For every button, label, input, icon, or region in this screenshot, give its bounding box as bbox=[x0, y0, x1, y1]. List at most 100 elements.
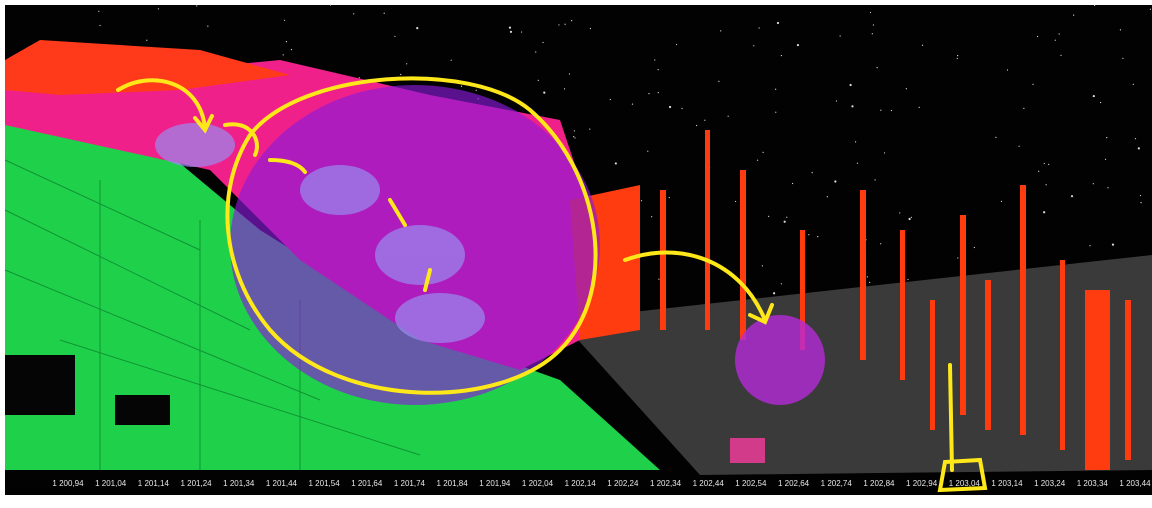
star bbox=[416, 27, 419, 30]
star bbox=[775, 88, 777, 90]
star bbox=[647, 150, 649, 152]
star bbox=[780, 54, 783, 57]
star bbox=[869, 11, 872, 14]
star bbox=[563, 88, 566, 90]
axis-label: 1 201,24 bbox=[180, 479, 212, 488]
star bbox=[874, 179, 876, 181]
axis-label: 1 201,94 bbox=[479, 479, 511, 488]
cloud bbox=[375, 225, 465, 285]
star bbox=[1043, 211, 1046, 214]
star bbox=[589, 128, 591, 130]
red-bar bbox=[1020, 185, 1026, 435]
axis-label: 1 202,24 bbox=[607, 479, 639, 488]
axis-label: 1 201,44 bbox=[266, 479, 298, 488]
star bbox=[905, 88, 907, 90]
arrow bbox=[116, 78, 207, 130]
red-bar bbox=[705, 130, 710, 330]
arrow bbox=[423, 268, 432, 292]
axis-label: 1 202,14 bbox=[565, 479, 597, 488]
star bbox=[756, 159, 759, 161]
axis-label: 1 203,04 bbox=[949, 479, 981, 488]
axis-label: 1 201,84 bbox=[437, 479, 469, 488]
star bbox=[872, 24, 875, 26]
star bbox=[196, 5, 198, 7]
star bbox=[450, 59, 452, 61]
star bbox=[890, 109, 893, 112]
stripe bbox=[4, 269, 321, 401]
star bbox=[460, 85, 463, 87]
star bbox=[786, 216, 788, 218]
star bbox=[735, 200, 737, 203]
star bbox=[908, 217, 911, 221]
star bbox=[1018, 145, 1020, 147]
star bbox=[762, 151, 764, 153]
gap bbox=[5, 355, 75, 415]
star bbox=[558, 24, 560, 26]
star bbox=[899, 212, 901, 214]
axis-label: 1 203,14 bbox=[991, 479, 1023, 488]
red-bar bbox=[985, 280, 991, 430]
axis-label: 1 202,64 bbox=[778, 479, 810, 488]
axis-label: 1 202,34 bbox=[650, 479, 682, 488]
star bbox=[696, 124, 698, 127]
star bbox=[758, 27, 760, 29]
star bbox=[918, 106, 920, 108]
axis-label: 1 203,24 bbox=[1034, 479, 1066, 488]
star bbox=[1092, 183, 1094, 185]
star bbox=[835, 100, 838, 102]
star bbox=[542, 41, 544, 44]
arrow-head bbox=[748, 303, 774, 325]
axis-label: 1 203,34 bbox=[1077, 479, 1109, 488]
star bbox=[808, 234, 810, 236]
star bbox=[796, 43, 800, 47]
star bbox=[329, 4, 332, 6]
star bbox=[1070, 195, 1074, 198]
star bbox=[353, 13, 355, 15]
axis-label: 1 202,94 bbox=[906, 479, 938, 488]
star bbox=[614, 162, 617, 165]
arrow bbox=[223, 122, 259, 157]
annotations bbox=[116, 76, 988, 493]
star bbox=[1060, 54, 1062, 56]
red-bar bbox=[960, 215, 966, 415]
star bbox=[1106, 137, 1108, 139]
axis-label: 1 202,44 bbox=[693, 479, 725, 488]
star bbox=[146, 39, 148, 41]
red-bar bbox=[900, 230, 905, 380]
axis-label: 1 203,44 bbox=[1119, 479, 1151, 488]
star bbox=[761, 265, 763, 267]
red-bar bbox=[1085, 290, 1110, 470]
star bbox=[99, 24, 101, 27]
red-bar bbox=[740, 170, 746, 340]
arrow bbox=[388, 198, 407, 227]
star bbox=[1089, 245, 1091, 247]
star bbox=[727, 115, 729, 117]
star bbox=[1006, 69, 1009, 71]
star bbox=[718, 80, 720, 82]
star bbox=[1048, 163, 1050, 165]
arrow bbox=[623, 250, 767, 322]
star bbox=[520, 31, 523, 33]
star bbox=[876, 67, 878, 69]
star bbox=[508, 26, 512, 29]
arrow-head bbox=[193, 114, 214, 134]
star bbox=[475, 89, 477, 91]
star bbox=[1140, 202, 1142, 204]
star bbox=[871, 33, 873, 35]
star bbox=[1099, 101, 1102, 104]
star bbox=[921, 44, 924, 46]
star bbox=[1111, 243, 1115, 246]
star bbox=[1036, 35, 1039, 38]
star bbox=[648, 93, 650, 95]
star bbox=[1054, 39, 1056, 41]
star bbox=[657, 91, 659, 94]
stripe bbox=[59, 339, 421, 456]
star bbox=[535, 51, 537, 53]
star bbox=[995, 136, 997, 138]
star bbox=[753, 45, 755, 47]
axis-label: 1 202,74 bbox=[821, 479, 853, 488]
star bbox=[776, 21, 780, 25]
axis-label: 1 202,84 bbox=[863, 479, 895, 488]
star bbox=[285, 41, 288, 43]
